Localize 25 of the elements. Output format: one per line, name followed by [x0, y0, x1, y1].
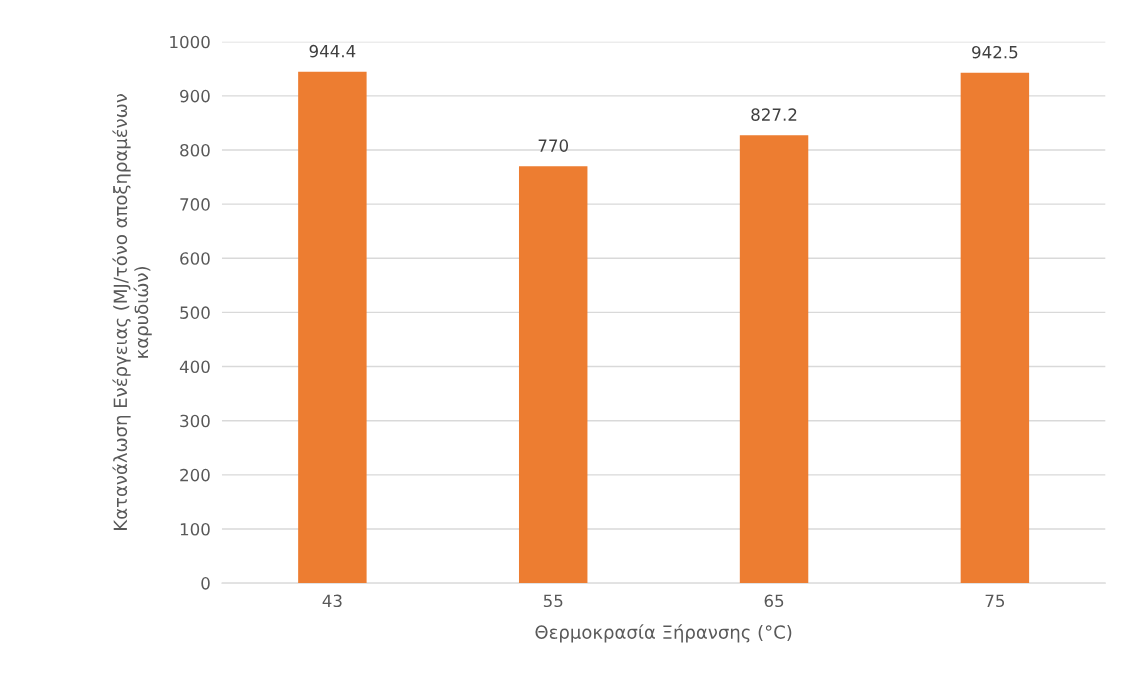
- y-tick-label: 400: [179, 360, 210, 374]
- y-tick-label: 300: [180, 414, 210, 428]
- y-tick-label: 600: [180, 252, 210, 265]
- bar: [518, 166, 588, 584]
- y-tick-label: 0: [201, 577, 210, 590]
- bar: [298, 71, 367, 584]
- data-label: 770: [538, 139, 569, 152]
- y-tick-label: 700: [180, 198, 210, 211]
- data-label: 944.4: [309, 44, 356, 58]
- y-tick-label: 1000: [170, 35, 210, 49]
- y-tick-label: 800: [180, 143, 210, 157]
- bar: [960, 72, 1030, 584]
- x-tick-label: 65: [764, 594, 784, 608]
- y-tick-label: 200: [180, 468, 210, 482]
- x-tick-label: 55: [543, 594, 563, 608]
- y-tick-label: 100: [180, 522, 210, 536]
- bar: [739, 135, 809, 584]
- x-axis-title: Θερμοκρασία Ξήρανσης (°C): [535, 624, 792, 643]
- x-tick-label: 43: [322, 594, 342, 608]
- y-axis-title: Κατανάλωση Ενέργειας (MJ/τόνο αποξηραμένων καρυδιών): [112, 94, 152, 530]
- y-tick-label: 500: [180, 306, 210, 319]
- x-tick-label: 75: [985, 594, 1005, 608]
- data-label: 827.2: [751, 108, 797, 121]
- y-tick-label: 900: [180, 89, 210, 103]
- data-label: 942.5: [972, 45, 1018, 59]
